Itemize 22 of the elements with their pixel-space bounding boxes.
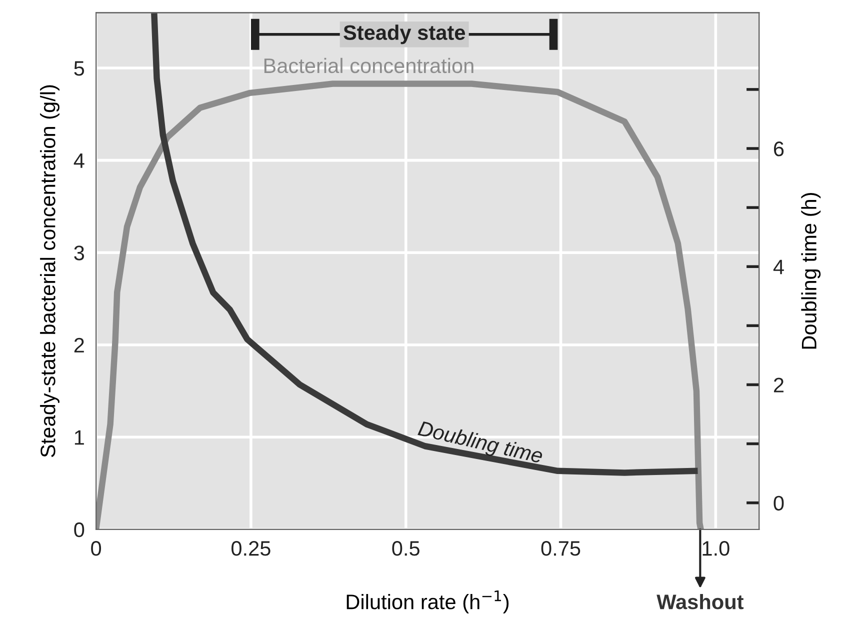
annotation: Washout: [656, 594, 744, 610]
y-tick-label: 4: [74, 154, 84, 168]
series-label: Bacterial concentration: [264, 58, 474, 74]
y2-axis-title: Doubling time (h): [801, 193, 821, 349]
y2-tick-label: 4: [773, 260, 784, 274]
x-tick-label: 0.25: [232, 541, 270, 556]
y2-tick-label: 6: [774, 142, 784, 156]
y2-tick-label: 2: [774, 378, 784, 392]
x-tick-label: 0.75: [541, 541, 580, 556]
annotation: Steady state: [344, 24, 466, 44]
y-tick-label: 1: [74, 430, 84, 445]
x-tick-label: 0.5: [392, 541, 420, 556]
y-tick-label: 5: [74, 61, 84, 76]
y-tick-label: 2: [74, 338, 84, 352]
y-axis-title: Steady-state bacterial concentration (g/l): [40, 85, 60, 458]
x-tick-label: 0: [91, 541, 102, 556]
y-tick-label: 0: [74, 522, 84, 538]
x-axis-title: Dilution rate (h$^{−1}$): [346, 590, 509, 614]
text: Doubling time: [416, 420, 544, 468]
x-tick-label: 1.0: [702, 541, 730, 556]
y2-tick-label: 0: [774, 496, 784, 511]
y-tick-label: 3: [74, 246, 84, 260]
